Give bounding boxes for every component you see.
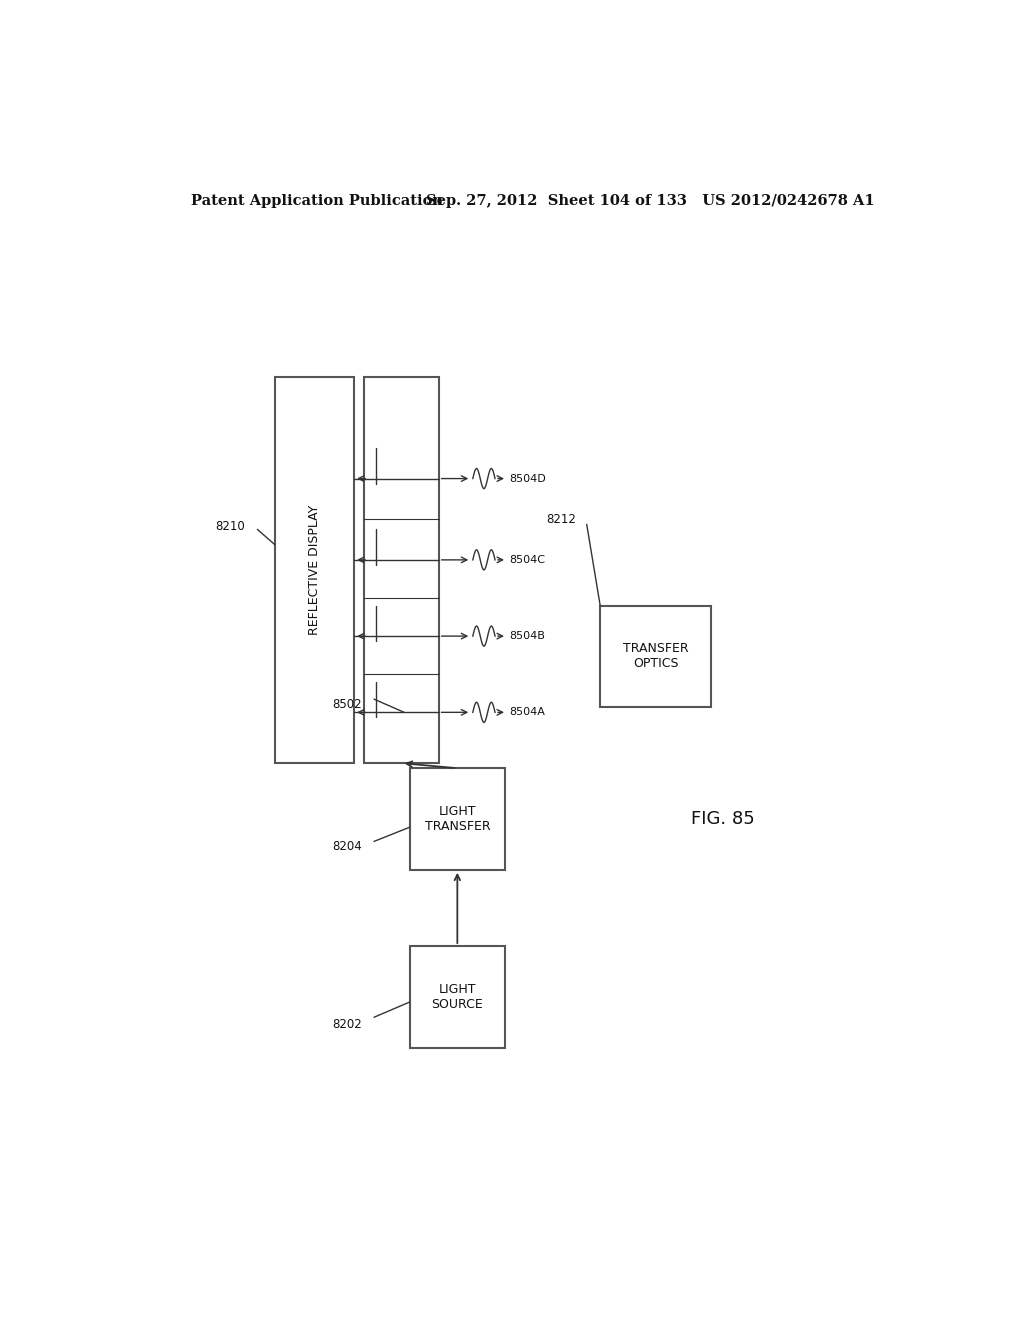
- Text: Sep. 27, 2012  Sheet 104 of 133   US 2012/0242678 A1: Sep. 27, 2012 Sheet 104 of 133 US 2012/0…: [426, 194, 874, 209]
- Text: 8502: 8502: [333, 698, 362, 710]
- Text: FIG. 85: FIG. 85: [691, 810, 755, 828]
- Text: 8204: 8204: [333, 840, 362, 853]
- Text: 8212: 8212: [547, 512, 577, 525]
- Bar: [410, 768, 505, 870]
- Text: 8202: 8202: [333, 1018, 362, 1031]
- Text: 8504A: 8504A: [509, 708, 545, 717]
- Text: LIGHT
TRANSFER: LIGHT TRANSFER: [425, 805, 490, 833]
- Text: 8504D: 8504D: [509, 474, 546, 483]
- Text: TRANSFER
OPTICS: TRANSFER OPTICS: [623, 643, 688, 671]
- Bar: [365, 378, 439, 763]
- Text: 8504B: 8504B: [509, 631, 545, 642]
- Text: REFLECTIVE DISPLAY: REFLECTIVE DISPLAY: [308, 506, 321, 635]
- Bar: [274, 378, 354, 763]
- Text: 8504C: 8504C: [509, 554, 546, 565]
- Text: LIGHT
SOURCE: LIGHT SOURCE: [431, 983, 483, 1011]
- Bar: [410, 946, 505, 1048]
- Text: Patent Application Publication: Patent Application Publication: [191, 194, 443, 209]
- Bar: [600, 606, 712, 708]
- Text: 8210: 8210: [216, 520, 246, 533]
